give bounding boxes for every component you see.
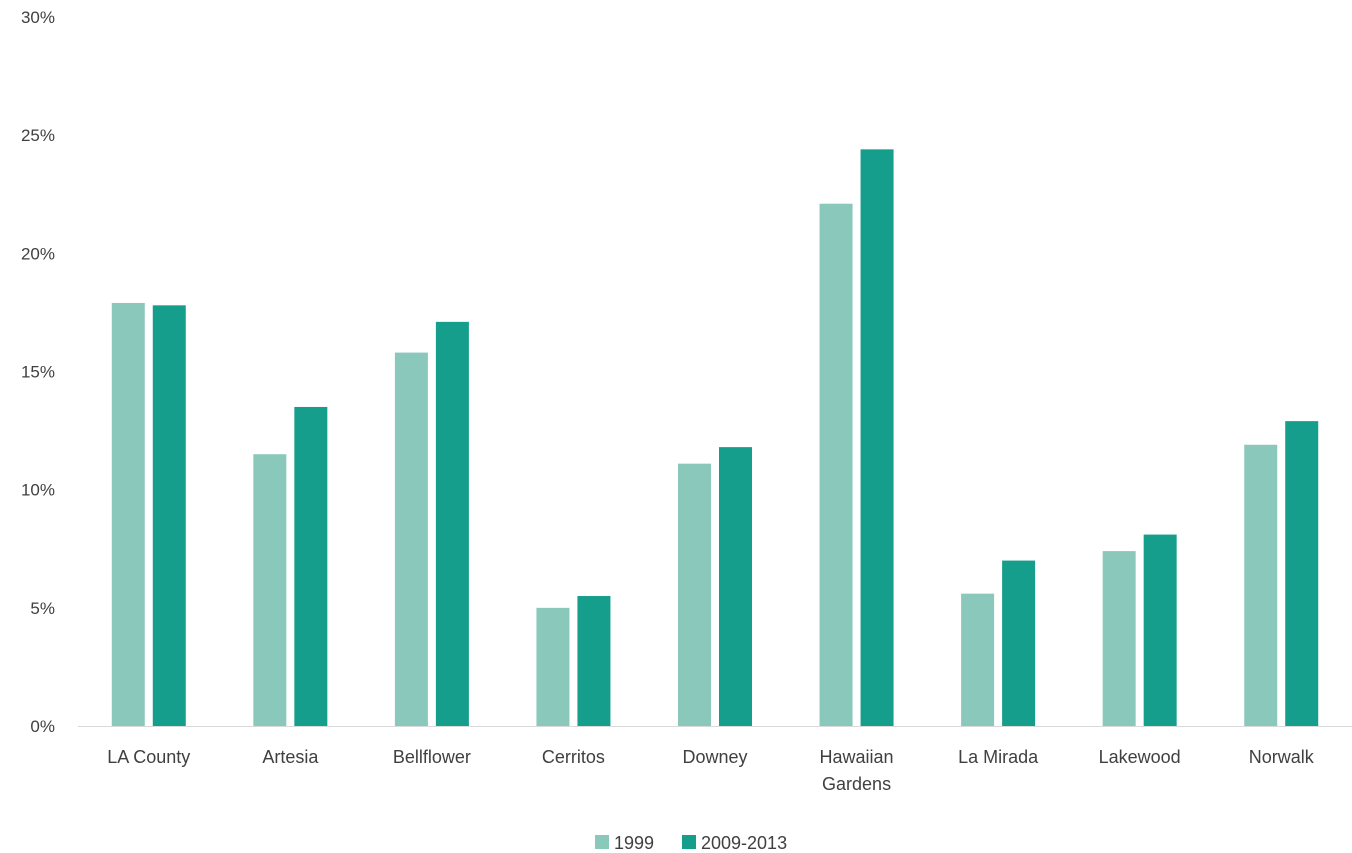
bar-series1 — [1102, 551, 1136, 726]
bar-series1 — [819, 203, 853, 726]
bar-series1 — [961, 593, 995, 726]
y-tick-label: 30% — [21, 8, 55, 27]
x-axis: LA County Artesia Bellflower Cerritos Downey… — [107, 747, 1314, 794]
x-tick-label: La Mirada — [958, 747, 1039, 767]
x-tick-label: Gardens — [822, 774, 891, 794]
bar-series2 — [152, 305, 186, 726]
legend-swatch — [682, 835, 696, 849]
bar-series1 — [253, 454, 287, 726]
bar-series1 — [678, 463, 711, 726]
x-tick-label: Downey — [682, 747, 747, 767]
x-tick-label: Norwalk — [1249, 747, 1315, 767]
x-tick-label: LA County — [107, 747, 190, 767]
y-axis: 0% 5% 10% 15% 20% 25% 30% — [21, 8, 55, 736]
y-tick-label: 10% — [21, 481, 55, 500]
bar-series1 — [111, 302, 145, 726]
bar-series2 — [1143, 534, 1177, 726]
legend-label: 2009-2013 — [701, 833, 787, 853]
y-tick-label: 25% — [21, 126, 55, 145]
bar-series2 — [1002, 560, 1036, 726]
bar-series1 — [394, 352, 428, 726]
x-tick-label: Lakewood — [1099, 747, 1181, 767]
legend-label: 1999 — [614, 833, 654, 853]
legend-swatch — [595, 835, 609, 849]
y-tick-label: 5% — [30, 599, 55, 618]
bar-series2 — [1285, 421, 1319, 726]
x-tick-label: Bellflower — [393, 747, 471, 767]
bar-series2 — [577, 596, 611, 726]
bar-series1 — [536, 607, 570, 726]
legend: 1999 2009-2013 — [595, 833, 787, 853]
x-tick-label: Hawaiian — [820, 747, 894, 767]
bars — [111, 149, 1319, 726]
bar-series2 — [294, 406, 328, 726]
bar-series1 — [1244, 444, 1278, 726]
bar-series2 — [435, 321, 469, 726]
bar-series2 — [860, 149, 894, 726]
y-tick-label: 20% — [21, 244, 55, 263]
bar-series2 — [719, 447, 752, 726]
x-tick-label: Cerritos — [542, 747, 605, 767]
y-tick-label: 15% — [21, 363, 55, 382]
x-tick-label: Artesia — [262, 747, 319, 767]
y-tick-label: 0% — [30, 717, 55, 736]
